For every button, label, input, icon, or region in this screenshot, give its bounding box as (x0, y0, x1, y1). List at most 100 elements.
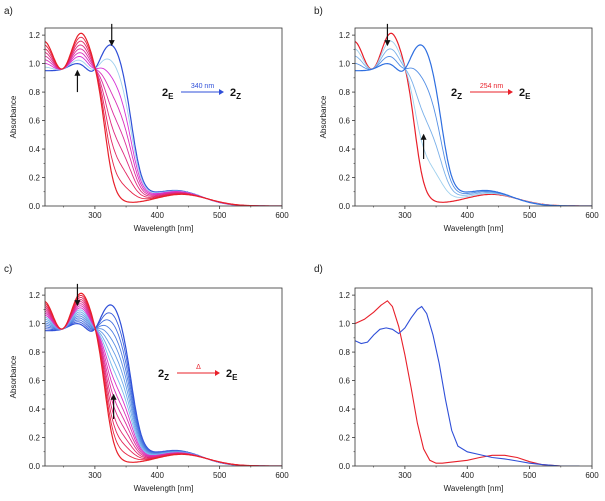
axes-frame (354, 27, 593, 207)
x-tick-label: 300 (398, 211, 412, 220)
x-tick-label: 600 (585, 471, 599, 480)
y-tick-label: 0.2 (339, 174, 351, 183)
axes-frame (44, 27, 283, 207)
series-line-4 (355, 56, 592, 206)
y-tick-label: 1.2 (339, 31, 351, 40)
y-axis-label: Absorbance (9, 95, 18, 138)
x-tick-label: 600 (275, 211, 289, 220)
y-tick-label: 0.0 (29, 202, 41, 211)
reaction-condition-label: Δ (196, 364, 201, 371)
series-line-3 (45, 319, 282, 466)
product-label: 2E (519, 87, 531, 101)
series-line-16 (45, 292, 282, 466)
y-tick-label: 0.6 (29, 377, 41, 386)
x-tick-label: 300 (88, 211, 102, 220)
y-tick-label: 1.2 (339, 291, 351, 300)
y-tick-label: 0.6 (339, 117, 351, 126)
panel-3: c) 0.0 0.2 0.4 0.6 0.8 1.0 1.2 300 400 500 600 Wavel… (4, 264, 289, 493)
x-tick-label: 300 (398, 471, 412, 480)
y-tick-label: 0.8 (339, 348, 351, 357)
axes-frame (44, 287, 283, 467)
x-axis-label: Wavelength [nm] (134, 224, 194, 233)
y-tick-label: 0.2 (29, 174, 41, 183)
series-line-11 (45, 303, 282, 466)
x-tick-label: 600 (275, 471, 289, 480)
reactant-label: 2Z (451, 87, 462, 101)
series-line-4 (45, 317, 282, 466)
y-tick-label: 1.0 (339, 320, 351, 329)
y-tick-label: 0.4 (339, 405, 351, 414)
y-tick-label: 0.0 (339, 202, 351, 211)
y-axis-label: Absorbance (9, 355, 18, 398)
panel-label: b) (314, 6, 323, 17)
series-line-6 (45, 313, 282, 466)
series-line-4 (45, 52, 282, 206)
reaction-scheme: 2Z 254 nm 2E (451, 83, 531, 101)
x-tick-label: 400 (461, 211, 475, 220)
series-line-8 (45, 36, 282, 206)
panel-4: d) 0.0 0.2 0.4 0.6 0.8 1.0 1.2 300 400 500 600 Wavel… (314, 264, 599, 493)
arrow-up (110, 393, 117, 420)
series-line-1 (355, 32, 592, 206)
spectra (355, 32, 592, 206)
reaction-condition-label: 340 nm (191, 83, 215, 90)
y-axis-label: Absorbance (319, 95, 328, 138)
panel-label: d) (314, 264, 323, 275)
series-line-1 (45, 44, 282, 206)
reaction-scheme: 2E 340 nm 2Z (162, 83, 241, 101)
arrow-down (74, 283, 81, 307)
arrow-up (74, 69, 81, 93)
arrow-up (420, 133, 427, 160)
arrow-down (108, 23, 115, 47)
product-label: 2E (226, 368, 238, 382)
reaction-scheme: 2Z Δ 2E (158, 364, 238, 382)
x-tick-label: 600 (585, 211, 599, 220)
x-axis-label: Wavelength [nm] (444, 484, 504, 493)
product-label: 2Z (230, 87, 241, 101)
series-line-7 (45, 40, 282, 206)
x-tick-label: 400 (151, 471, 165, 480)
reactant-label: 2Z (158, 368, 169, 382)
x-tick-label: 300 (88, 471, 102, 480)
series-line-2 (45, 58, 282, 206)
x-axis-label: Wavelength [nm] (134, 484, 194, 493)
series-line-3 (355, 48, 592, 206)
series-line-6 (45, 44, 282, 206)
x-tick-label: 400 (151, 211, 165, 220)
series-line-2 (355, 40, 592, 206)
x-tick-label: 500 (213, 471, 227, 480)
spectra (45, 292, 282, 466)
panel-1: a) 0.0 0.2 0.4 0.6 0.8 1.0 1.2 300 400 500 600 Wavel… (4, 6, 289, 233)
series-line-1 (45, 304, 282, 466)
arrow-down (384, 23, 391, 47)
y-tick-label: 0.8 (29, 88, 41, 97)
series-line-9 (45, 32, 282, 206)
series-line-9 (45, 307, 282, 466)
series-line-8 (45, 309, 282, 466)
series-line-12 (45, 301, 282, 466)
panel-2: b) 0.0 0.2 0.4 0.6 0.8 1.0 1.2 300 400 500 600 Wavel… (314, 6, 599, 233)
y-tick-label: 1.0 (339, 60, 351, 69)
x-tick-label: 500 (523, 471, 537, 480)
series-line-5 (355, 44, 592, 206)
y-tick-label: 0.0 (29, 462, 41, 471)
y-tick-label: 0.6 (29, 117, 41, 126)
y-tick-label: 0.8 (29, 348, 41, 357)
axes-frame (354, 287, 593, 467)
series-line-2 (45, 312, 282, 466)
x-tick-label: 500 (213, 211, 227, 220)
y-tick-label: 0.0 (339, 462, 351, 471)
y-tick-label: 1.2 (29, 291, 41, 300)
y-tick-label: 0.8 (339, 88, 351, 97)
y-tick-label: 0.4 (29, 145, 41, 154)
y-tick-label: 0.6 (339, 377, 351, 386)
y-tick-label: 0.4 (339, 145, 351, 154)
reaction-arrowhead (219, 89, 224, 95)
reaction-arrowhead (215, 370, 220, 376)
panel-label: c) (4, 264, 12, 275)
series-line-5 (45, 48, 282, 206)
y-tick-label: 1.2 (29, 31, 41, 40)
series-line-3 (45, 56, 282, 206)
spectra (45, 32, 282, 206)
